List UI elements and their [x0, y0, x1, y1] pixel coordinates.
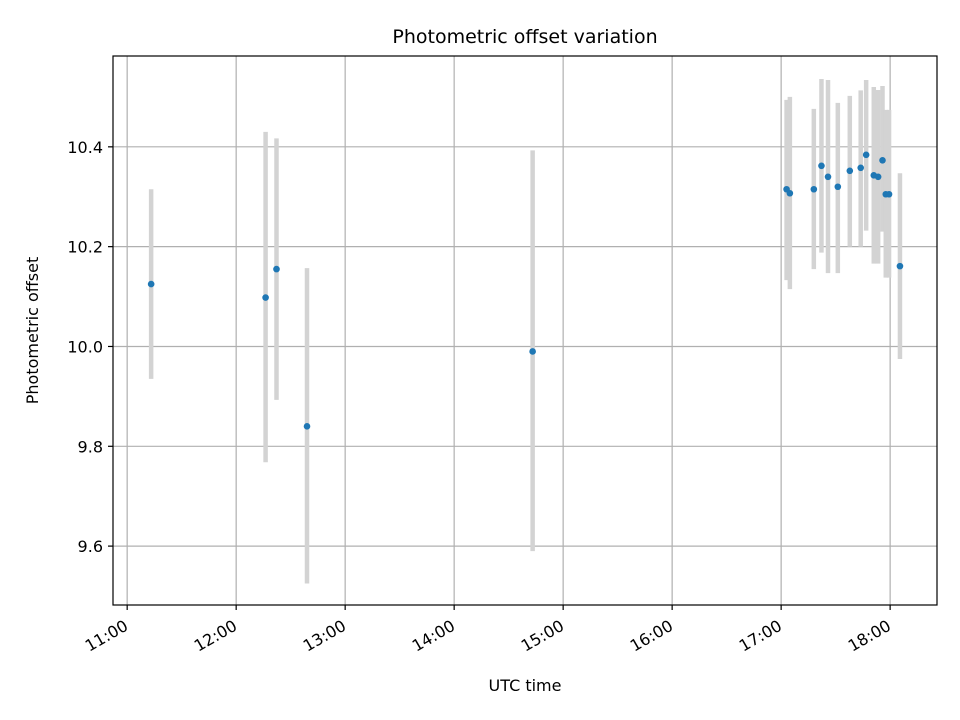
data-point — [810, 185, 818, 193]
x-tick-label: 11:00 — [82, 616, 131, 656]
data-point — [874, 173, 882, 181]
data-point — [786, 189, 794, 197]
data-point — [262, 294, 269, 301]
chart-title: Photometric offset variation — [392, 26, 657, 48]
grid — [113, 56, 937, 605]
data-point — [303, 423, 311, 430]
y-tick-label: 10.2 — [67, 238, 103, 257]
data-point — [529, 348, 536, 355]
data-point — [818, 162, 825, 170]
x-tick-label: 18:00 — [845, 616, 894, 656]
x-tick-label: 12:00 — [191, 616, 240, 656]
x-axis-ticks: 11:00 12:00 13:00 14:00 15:00 16:00 17:00 18:00 — [82, 605, 894, 656]
x-tick-label: 17:00 — [736, 616, 785, 656]
y-axis-ticks: 9.6 9.8 10.0 10.2 10.4 — [67, 138, 113, 556]
x-tick-label: 14:00 — [409, 616, 458, 656]
x-axis-title: UTC time — [489, 676, 562, 695]
x-tick-label: 16:00 — [627, 616, 676, 656]
error-bars — [148, 78, 903, 584]
data-point — [862, 151, 870, 159]
x-tick-label: 15:00 — [518, 616, 567, 656]
y-axis-title: Photometric offset — [23, 257, 42, 405]
x-tick-label: 13:00 — [300, 616, 349, 656]
data-point — [846, 167, 854, 175]
plot-area-frame — [112, 55, 938, 606]
y-tick-label: 10.4 — [67, 138, 103, 157]
data-points — [147, 151, 904, 430]
data-point — [879, 157, 886, 164]
data-point — [824, 173, 832, 181]
data-point — [896, 262, 904, 270]
y-tick-label: 9.8 — [78, 437, 103, 456]
data-point — [147, 280, 155, 288]
y-tick-label: 9.6 — [78, 537, 103, 556]
y-tick-label: 10.0 — [67, 337, 103, 356]
data-point — [834, 183, 842, 191]
data-point — [273, 265, 280, 273]
data-point — [857, 164, 865, 172]
data-point — [885, 190, 893, 198]
